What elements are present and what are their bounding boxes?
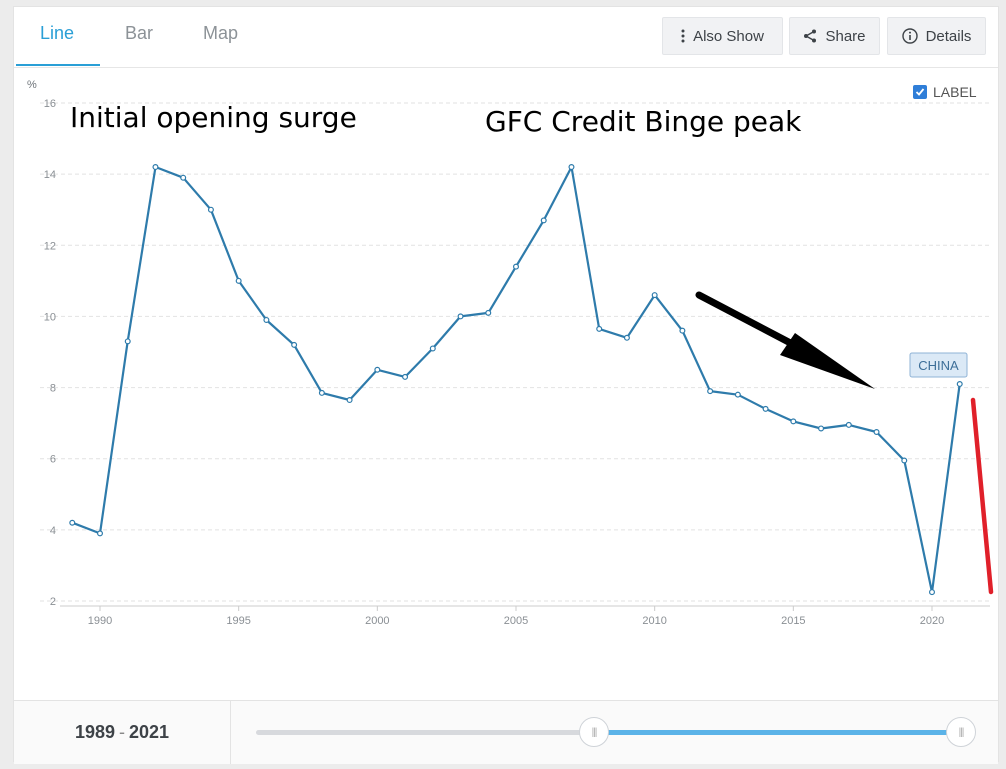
range-slider-start-handle[interactable]: ||| — [579, 717, 609, 747]
year-range: 1989 - 2021 — [14, 701, 231, 764]
label-toggle[interactable]: LABEL — [913, 84, 977, 100]
tab-line[interactable]: Line — [40, 23, 75, 43]
details-button[interactable]: Details — [887, 17, 986, 55]
range-separator: - — [119, 722, 125, 742]
more-vertical-icon — [681, 29, 685, 43]
also-show-label: Also Show — [693, 27, 764, 45]
details-label: Details — [925, 27, 972, 45]
label-toggle-text: LABEL — [933, 84, 977, 100]
tab-bar-chart[interactable]: Bar — [125, 23, 154, 43]
range-bar: 1989 - 2021 ||| ||| — [14, 700, 998, 764]
share-button[interactable]: Share — [789, 17, 880, 55]
tab-bar: Line Bar Map Also Show Share Details — [14, 7, 998, 67]
chart-card: Line Bar Map Also Show Share Details L — [13, 6, 999, 764]
range-start: 1989 — [74, 722, 115, 742]
share-label: Share — [825, 27, 866, 45]
tab-map[interactable]: Map — [203, 23, 239, 43]
range-slider-fill — [594, 730, 960, 735]
active-tab-indicator — [16, 64, 100, 66]
share-icon — [803, 29, 817, 43]
info-icon — [901, 28, 918, 44]
range-slider-end-handle[interactable]: ||| — [946, 717, 976, 747]
also-show-button[interactable]: Also Show — [662, 17, 783, 55]
checkbox-checked-icon[interactable] — [913, 85, 927, 99]
range-end: 2021 — [129, 722, 170, 742]
tabs-divider — [14, 67, 998, 68]
